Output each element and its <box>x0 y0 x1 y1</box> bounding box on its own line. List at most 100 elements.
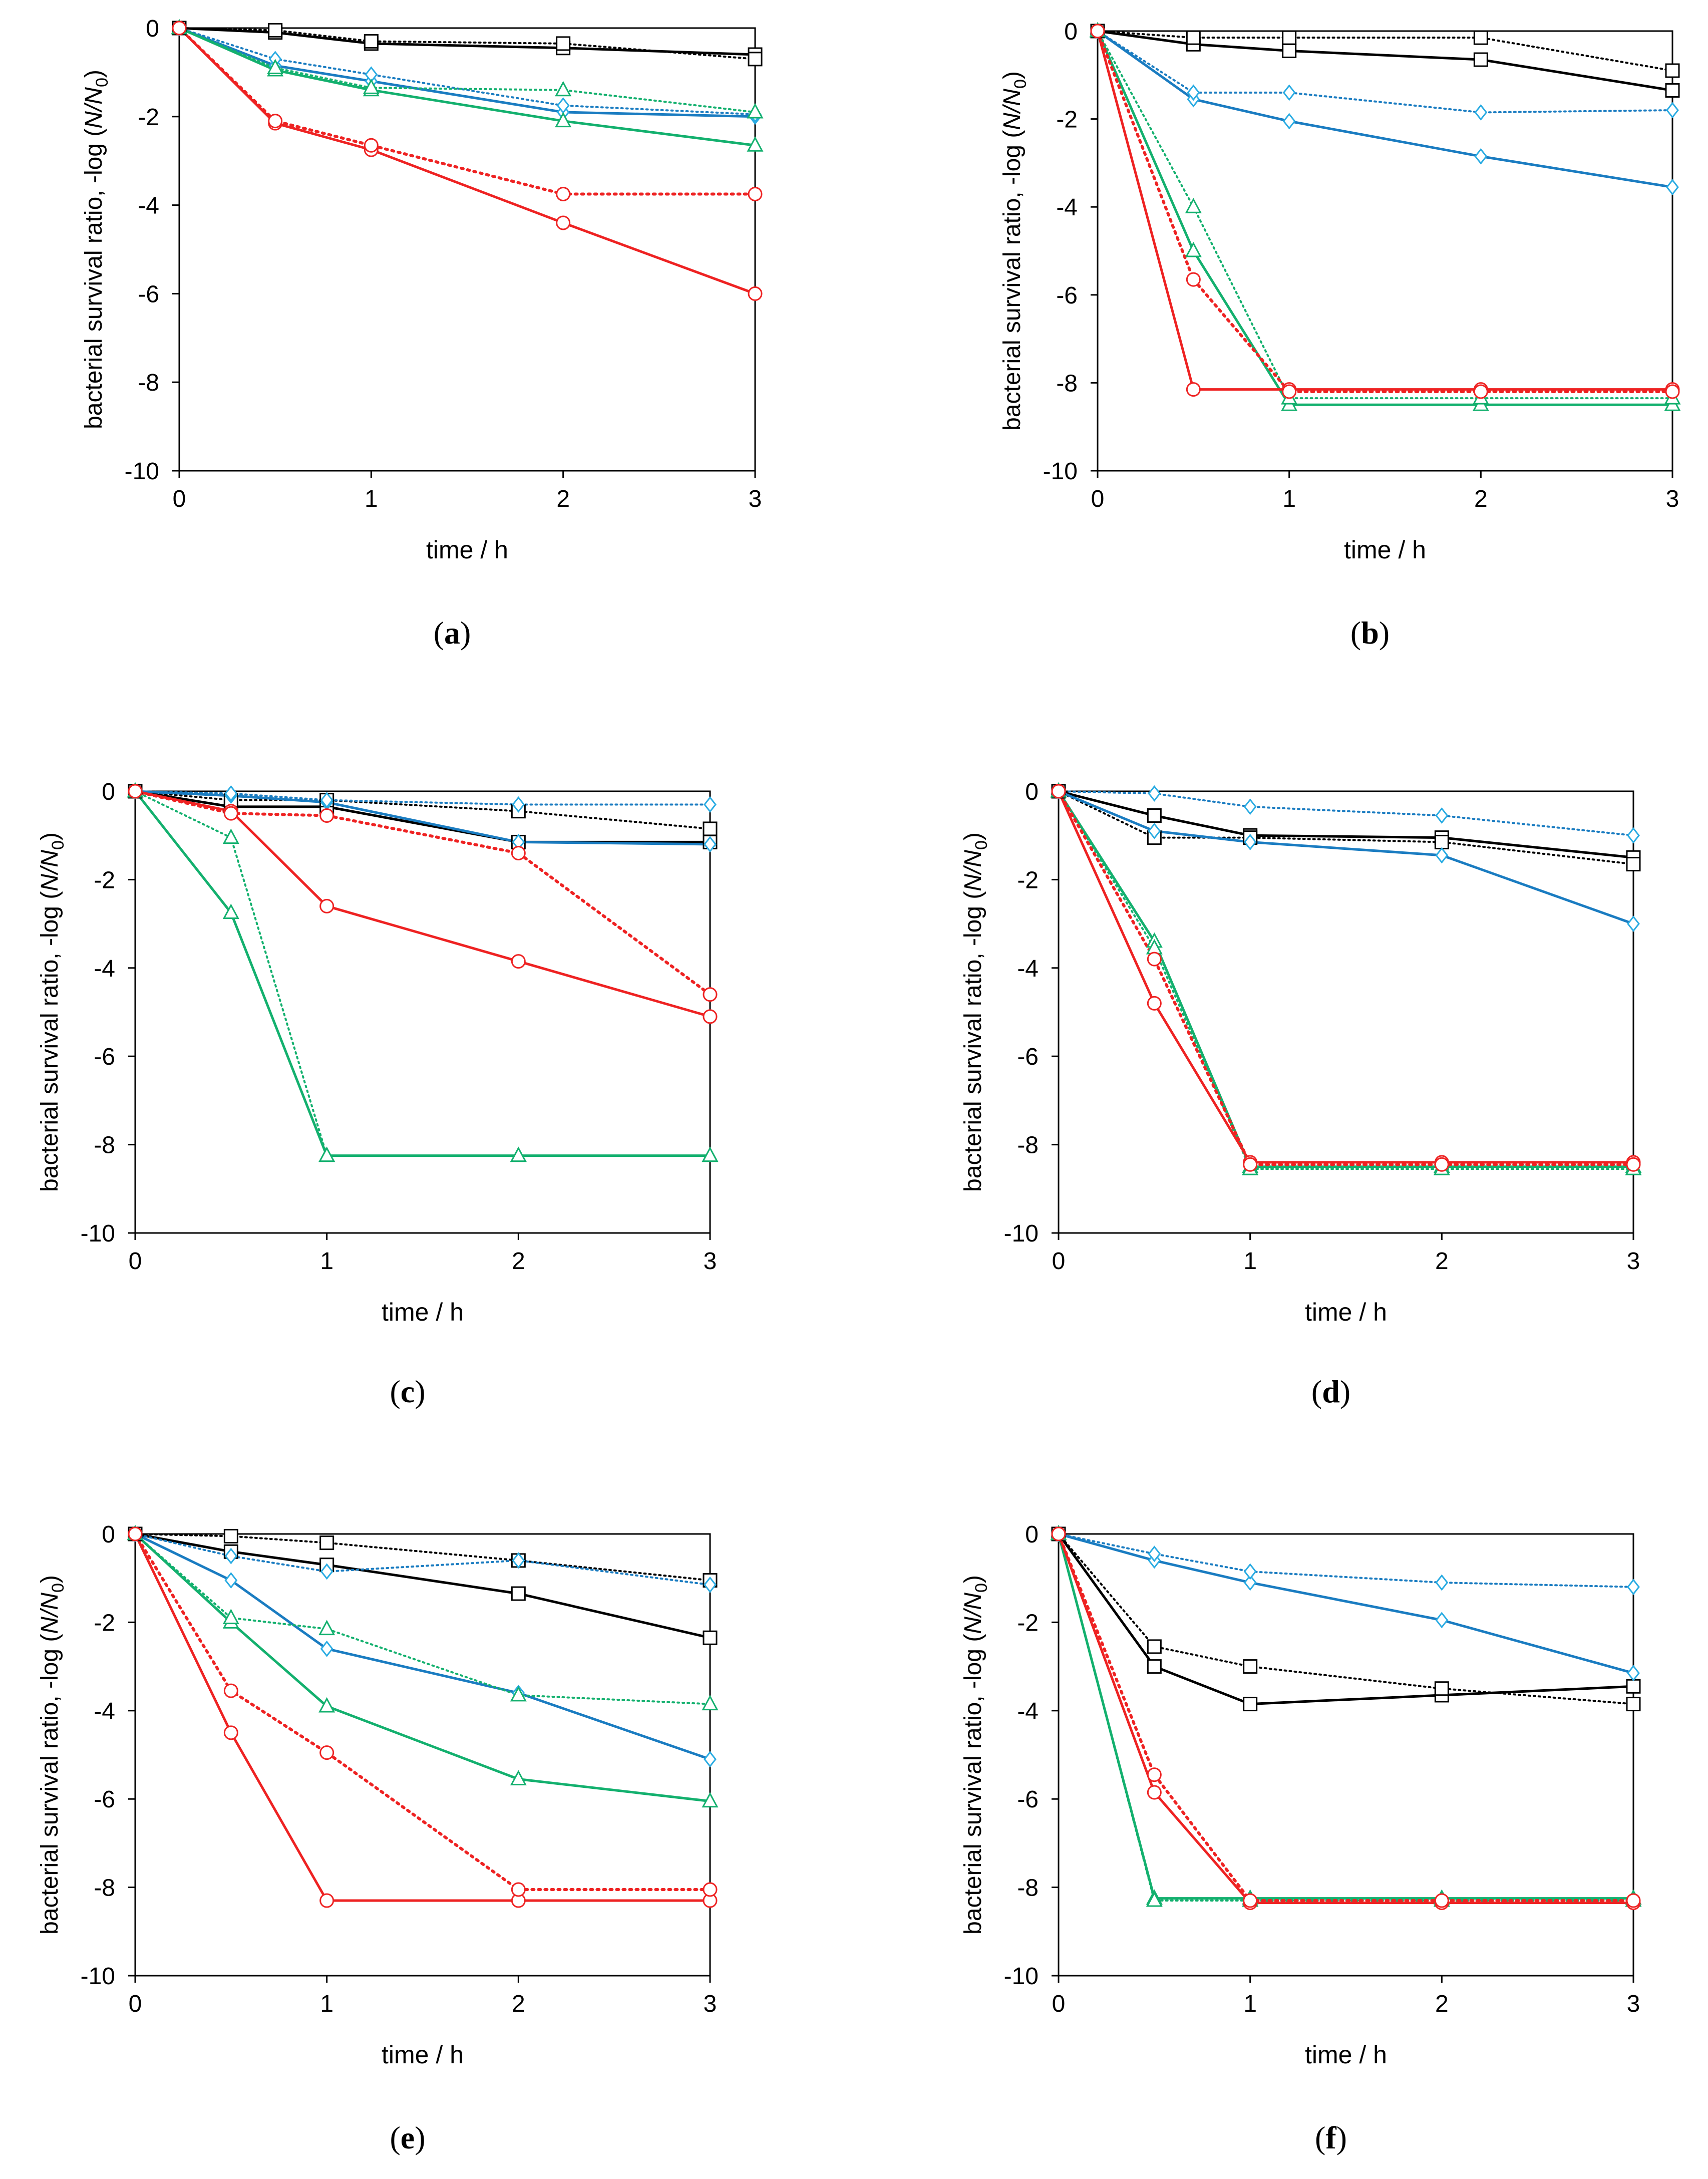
data-point-green-dotted <box>222 1609 239 1625</box>
data-point-red-dotted <box>703 1882 718 1897</box>
x-axis-label: time / h <box>426 536 508 564</box>
data-point-green-dotted <box>363 79 380 94</box>
y-tick-label: -10 <box>1043 458 1078 485</box>
data-point-blue-solid <box>1148 822 1161 839</box>
y-tick-label: -10 <box>1004 1220 1039 1247</box>
data-point-blue-dotted <box>1148 1545 1161 1563</box>
series-line-green-dotted <box>1058 790 1634 1170</box>
y-tick-label: -10 <box>125 458 159 485</box>
data-point-blue-solid <box>1474 148 1488 165</box>
data-point-red-dotted <box>1626 1157 1641 1172</box>
data-point-green-dotted <box>702 1146 719 1162</box>
series-line-green-dotted <box>134 790 711 1157</box>
series-line-black-solid <box>179 27 756 56</box>
series-line-red-solid <box>178 27 756 295</box>
data-point-black-solid <box>1243 1697 1258 1712</box>
data-point-green-solid <box>318 1697 335 1713</box>
x-axis-label: time / h <box>1344 536 1426 564</box>
plot-area-frame <box>134 790 711 1234</box>
series-line-blue-solid <box>179 27 756 118</box>
data-point-green-solid <box>702 1792 719 1808</box>
data-point-blue-solid <box>1282 113 1296 130</box>
data-point-blue-dotted <box>1148 785 1161 802</box>
data-point-blue-dotted <box>320 792 333 809</box>
data-point-green-solid <box>747 136 764 152</box>
series-line-red-solid <box>134 1533 710 1902</box>
data-point-red-dotted <box>223 806 238 821</box>
plot-area-frame <box>178 27 756 472</box>
data-point-black-solid <box>511 1586 526 1601</box>
data-point-blue-dotted <box>512 1552 525 1569</box>
data-point-red-dotted <box>1051 1526 1066 1541</box>
series-line-green-dotted <box>134 1533 711 1705</box>
data-point-blue-solid <box>1243 834 1257 850</box>
data-point-blue-dotted <box>1282 84 1296 101</box>
y-tick-label: -10 <box>81 1963 115 1990</box>
data-point-red-dotted <box>511 845 526 860</box>
data-point-blue-dotted <box>1243 1563 1257 1580</box>
data-point-red-dotted <box>319 808 334 823</box>
y-axis-label: bacterial survival ratio, -log (N/N0) <box>37 1575 68 1935</box>
data-point-blue-solid <box>1243 1574 1257 1591</box>
x-tick-label: 2 <box>1435 1248 1449 1275</box>
y-tick-label: -8 <box>1017 1875 1039 1902</box>
data-point-red-dotted <box>223 1683 238 1698</box>
data-point-green-dotted <box>510 1686 527 1702</box>
data-point-black-solid <box>1665 83 1680 98</box>
y-tick-label: -4 <box>1017 956 1039 982</box>
x-tick-label: 2 <box>512 1991 525 2017</box>
data-point-green-dotted <box>222 828 239 844</box>
plot-area-frame <box>134 1533 711 1977</box>
data-point-green-dotted <box>510 1146 527 1162</box>
x-axis-label: time / h <box>382 1298 464 1326</box>
chart-panel-d: 0 -2 -4 -6 -8 -10 0 1 2 3 time / h bacterial surviv… <box>960 779 1642 1409</box>
data-point-red-dotted <box>703 987 718 1002</box>
y-tick-label: -2 <box>94 867 115 893</box>
data-point-red-solid <box>748 286 763 301</box>
data-point-blue-dotted <box>704 1577 717 1593</box>
y-tick-label: -2 <box>94 1610 115 1636</box>
data-point-black-solid <box>1626 1679 1641 1694</box>
series-line-blue-dotted <box>134 1533 711 1586</box>
data-point-black-solid <box>703 1630 718 1645</box>
chart-panel-b: 0 -2 -4 -6 -8 -10 0 1 2 3 time / h bacterial surviv… <box>999 19 1681 651</box>
panel-label: (e) <box>390 2120 425 2155</box>
data-point-red-dotted <box>1186 272 1201 287</box>
data-point-green-solid <box>1185 241 1202 257</box>
data-point-red-dotted <box>364 138 379 153</box>
plot-area-frame <box>1058 1533 1634 1977</box>
data-point-black-solid <box>1147 1659 1162 1674</box>
data-point-red-dotted <box>1243 1157 1258 1172</box>
data-point-red-dotted <box>1473 384 1488 399</box>
series-line-green-solid <box>134 1533 711 1803</box>
data-point-green-dotted <box>1146 1891 1163 1907</box>
data-point-blue-solid <box>1666 179 1679 196</box>
data-point-green-dotted <box>267 59 284 75</box>
data-point-blue-dotted <box>512 796 525 813</box>
data-point-black-dotted <box>1147 1639 1162 1654</box>
x-tick-label: 3 <box>1666 486 1679 512</box>
data-point-red-solid <box>319 898 334 913</box>
y-tick-label: -2 <box>1056 107 1078 133</box>
y-axis-label: bacterial survival ratio, -log (N/N0) <box>960 1575 991 1935</box>
data-point-red-dotted <box>511 1882 526 1897</box>
data-point-blue-dotted <box>1243 798 1257 815</box>
data-point-red-dotted <box>1243 1893 1258 1908</box>
data-point-blue-dotted <box>1627 1579 1640 1596</box>
data-point-red-solid <box>1147 1785 1162 1800</box>
data-point-black-dotted <box>1186 30 1201 45</box>
data-point-red-dotted <box>319 1745 334 1760</box>
data-point-black-solid <box>1282 44 1297 59</box>
series-line-red-solid <box>1096 31 1672 391</box>
data-point-red-solid <box>1186 382 1201 397</box>
y-tick-label: -8 <box>94 1875 115 1902</box>
data-point-blue-solid <box>224 1572 238 1589</box>
x-axis-label: time / h <box>1305 2041 1387 2069</box>
x-tick-label: 1 <box>320 1248 333 1275</box>
data-point-red-dotted <box>128 1526 143 1541</box>
data-point-red-dotted <box>1090 24 1105 39</box>
data-point-black-dotted <box>1243 1659 1258 1674</box>
x-tick-label: 0 <box>129 1248 142 1275</box>
y-tick-label: -4 <box>138 193 159 219</box>
